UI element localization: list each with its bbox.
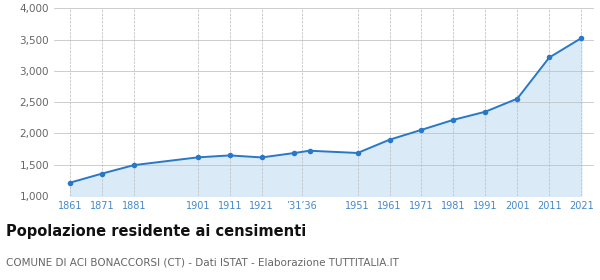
Point bbox=[289, 151, 298, 155]
Point bbox=[193, 155, 203, 160]
Point bbox=[481, 109, 490, 114]
Point bbox=[577, 36, 586, 40]
Point bbox=[544, 55, 554, 60]
Point bbox=[385, 137, 394, 142]
Point bbox=[257, 155, 266, 160]
Point bbox=[449, 118, 458, 122]
Point bbox=[353, 151, 362, 155]
Point bbox=[512, 96, 522, 101]
Point bbox=[129, 163, 139, 167]
Point bbox=[416, 128, 426, 132]
Point bbox=[65, 180, 75, 185]
Text: Popolazione residente ai censimenti: Popolazione residente ai censimenti bbox=[6, 224, 306, 239]
Text: COMUNE DI ACI BONACCORSI (CT) - Dati ISTAT - Elaborazione TUTTITALIA.IT: COMUNE DI ACI BONACCORSI (CT) - Dati IST… bbox=[6, 258, 399, 268]
Point bbox=[225, 153, 235, 158]
Point bbox=[97, 171, 107, 176]
Point bbox=[305, 148, 314, 153]
